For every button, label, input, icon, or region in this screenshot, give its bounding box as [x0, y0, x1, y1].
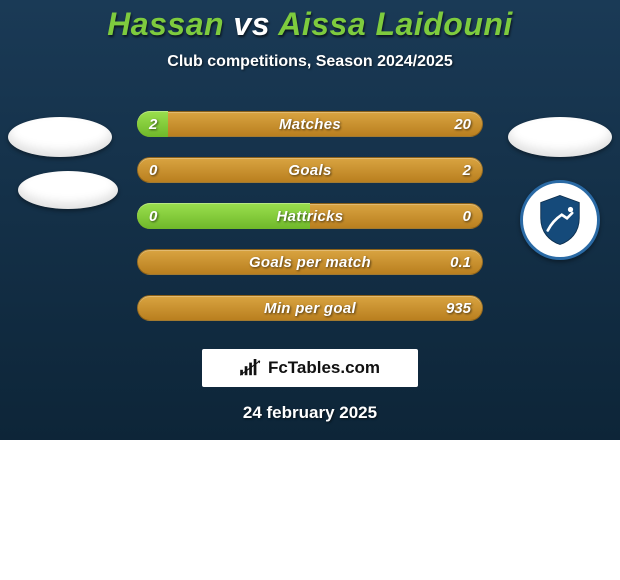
stat-label: Min per goal: [137, 295, 483, 321]
vs-separator: vs: [233, 6, 270, 42]
stat-bar: 0Hattricks0: [137, 203, 483, 229]
stat-row: 0Goals2: [0, 147, 620, 193]
stat-value-right: 935: [446, 295, 471, 321]
stat-value-right: 0: [463, 203, 471, 229]
stat-row: Min per goal935: [0, 285, 620, 331]
stat-bar: 0Goals2: [137, 157, 483, 183]
stat-bar: Min per goal935: [137, 295, 483, 321]
brand-text: FcTables.com: [268, 358, 380, 378]
stat-row: 2Matches20: [0, 101, 620, 147]
subtitle: Club competitions, Season 2024/2025: [0, 53, 620, 71]
stat-value-right: 0.1: [450, 249, 471, 275]
brand-plate: FcTables.com: [202, 349, 418, 387]
stat-value-right: 2: [463, 157, 471, 183]
stat-label: Matches: [137, 111, 483, 137]
stat-value-right: 20: [454, 111, 471, 137]
player-right-name: Aissa Laidouni: [278, 6, 513, 42]
bar-chart-icon: [240, 359, 262, 377]
stat-label: Goals: [137, 157, 483, 183]
stat-row: 0Hattricks0: [0, 193, 620, 239]
stat-label: Goals per match: [137, 249, 483, 275]
stat-row: Goals per match0.1: [0, 239, 620, 285]
snapshot-date: 24 february 2025: [0, 403, 620, 423]
stat-bar: 2Matches20: [137, 111, 483, 137]
stat-bar: Goals per match0.1: [137, 249, 483, 275]
stat-rows: 2Matches200Goals20Hattricks0Goals per ma…: [0, 101, 620, 331]
comparison-card: Hassan vs Aissa Laidouni Club competitio…: [0, 0, 620, 440]
page-title: Hassan vs Aissa Laidouni: [0, 6, 620, 43]
stat-label: Hattricks: [137, 203, 483, 229]
player-left-name: Hassan: [107, 6, 224, 42]
